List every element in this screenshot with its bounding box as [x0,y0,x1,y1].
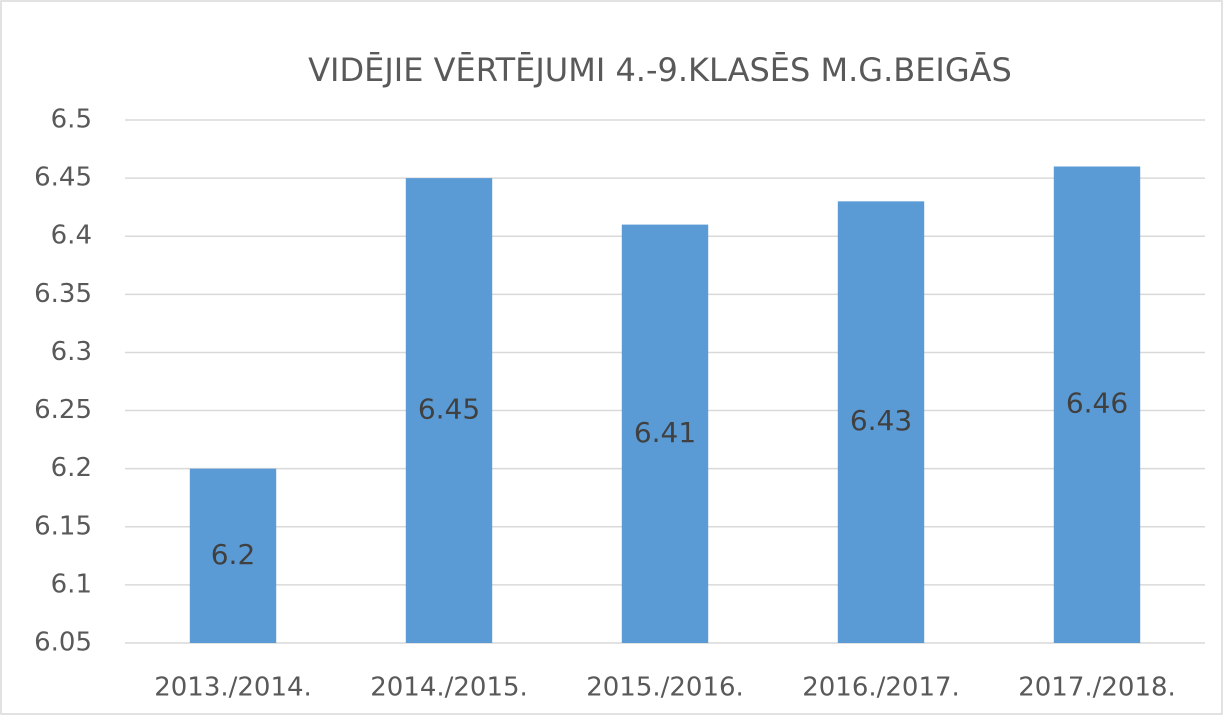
data-label: 6.2 [211,538,256,571]
x-tick-label: 2015./2016. [586,673,744,703]
y-tick-label: 6.5 [51,105,92,135]
bar [1053,166,1141,643]
bar [837,201,925,643]
x-tick-label: 2013./2014. [154,673,312,703]
y-tick-label: 6.4 [51,221,92,251]
data-label: 6.41 [634,416,696,449]
bar [405,178,493,643]
y-tick-label: 6.35 [34,279,92,309]
y-tick-label: 6.2 [51,453,92,483]
y-tick-label: 6.25 [34,395,92,425]
data-label: 6.45 [418,393,480,426]
y-tick-label: 6.05 [34,628,92,658]
bar [621,224,709,643]
x-tick-label: 2016./2017. [802,673,960,703]
bar [189,468,277,643]
x-tick-label: 2014./2015. [370,673,528,703]
y-tick-label: 6.15 [34,511,92,541]
y-tick-label: 6.3 [51,337,92,367]
data-label: 6.46 [1066,387,1128,420]
x-tick-label: 2017./2018. [1018,673,1176,703]
data-label: 6.43 [850,404,912,437]
y-tick-label: 6.1 [51,569,92,599]
y-tick-label: 6.45 [34,163,92,193]
chart-title: VIDĒJIE VĒRTĒJUMI 4.-9.KLASĒS M.G.BEIGĀS [308,51,1012,89]
